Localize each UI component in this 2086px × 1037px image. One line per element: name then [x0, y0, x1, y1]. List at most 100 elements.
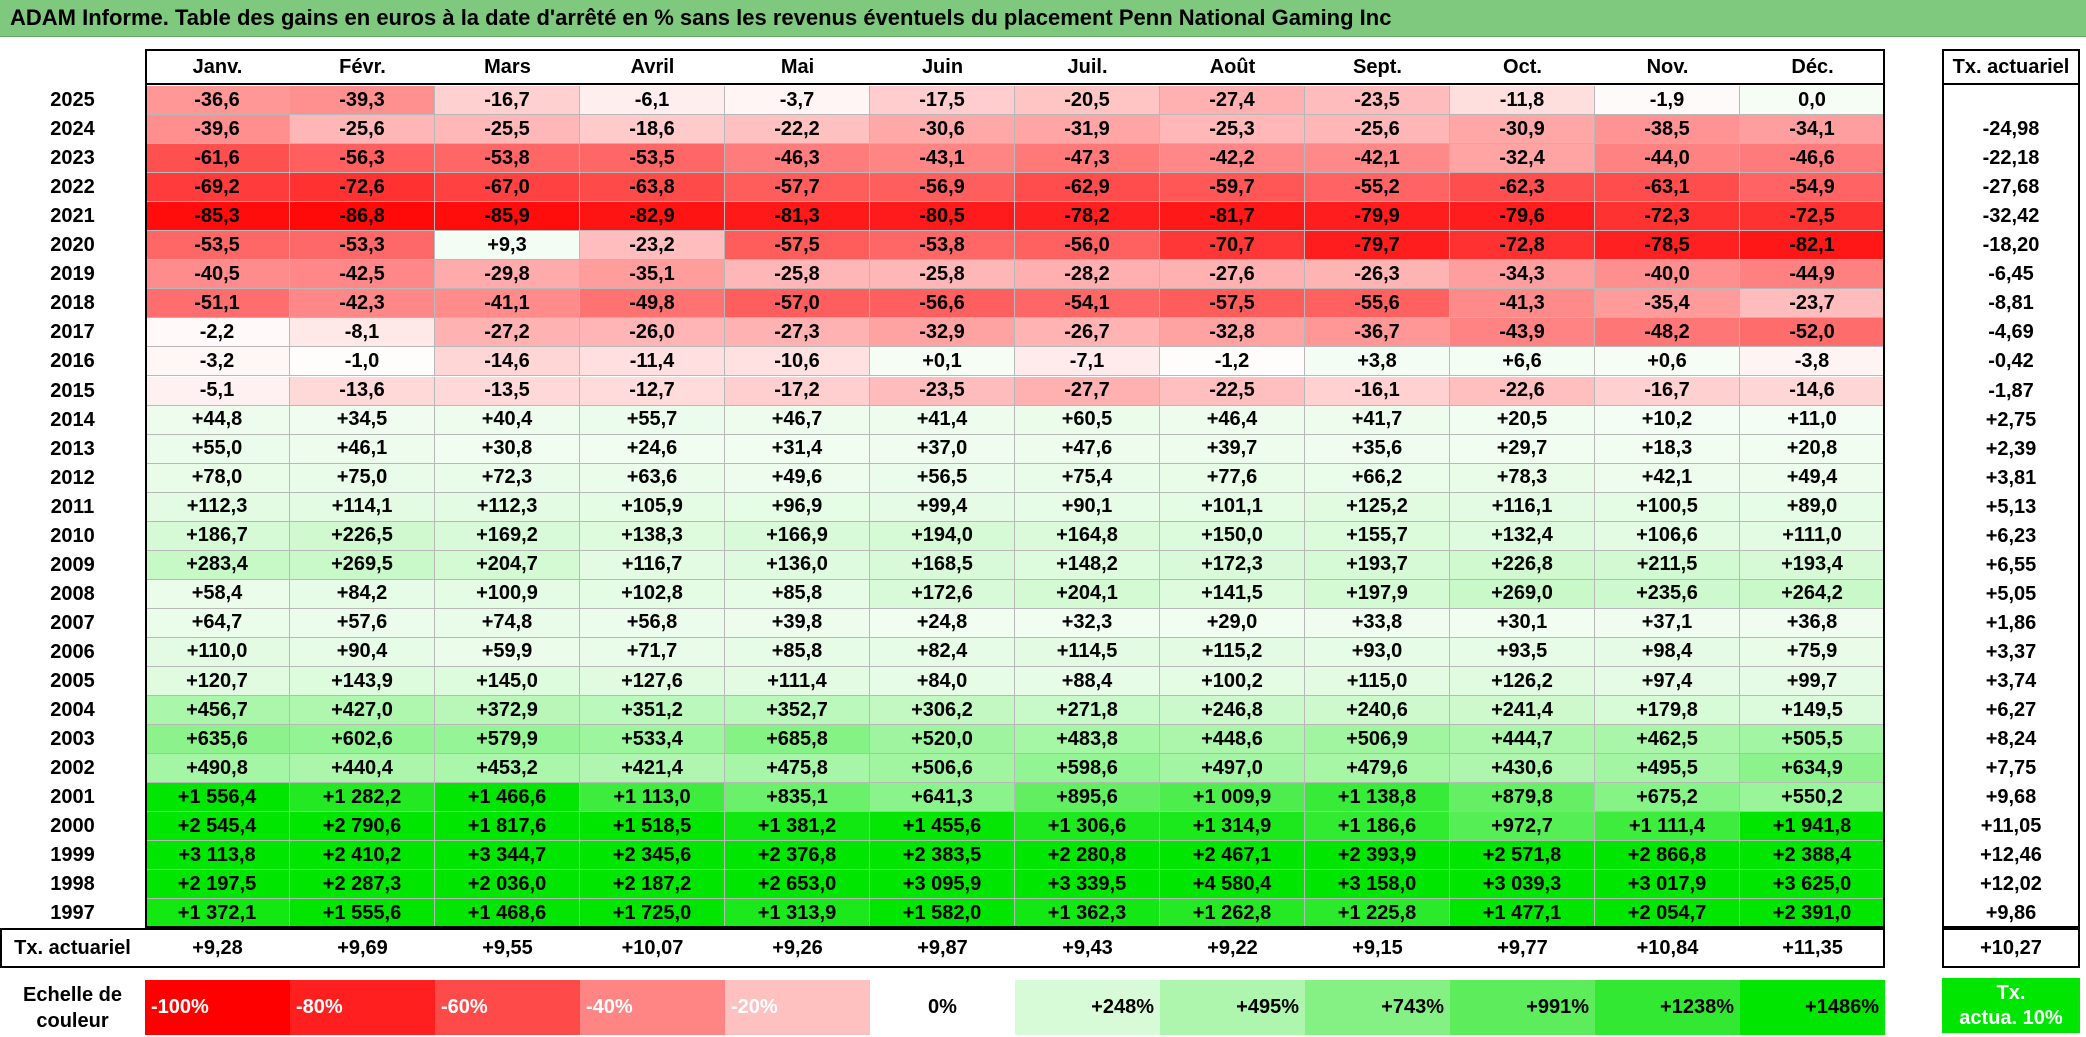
table-cell: +1 313,9: [725, 899, 870, 929]
footer-cell: +9,77: [1450, 928, 1595, 969]
table-cell: -56,9: [870, 173, 1015, 203]
table-cell: +111,0: [1740, 521, 1885, 551]
rate-cell: -18,20: [1982, 234, 2040, 257]
rate-cell: -24,98: [1982, 118, 2040, 141]
table-cell: +90,4: [290, 637, 435, 667]
table-cell: -10,6: [725, 347, 870, 377]
table-cell: +1 582,0: [870, 899, 1015, 929]
year-label: 2016: [50, 350, 95, 373]
table-cell: +1 725,0: [580, 899, 725, 929]
table-cell: +2 653,0: [725, 870, 870, 900]
table-cell: -53,3: [290, 231, 435, 261]
table-cell: +0,1: [870, 347, 1015, 377]
table-cell: +85,8: [725, 579, 870, 609]
table-cell: +479,6: [1305, 754, 1450, 784]
table-cell: +2 345,6: [580, 841, 725, 871]
table-cell: +241,4: [1450, 696, 1595, 726]
rate-cell: +2,75: [1985, 408, 2037, 431]
rate-cell: +6,27: [1985, 699, 2037, 722]
table-cell: -62,9: [1015, 173, 1160, 203]
month-header: Févr.: [290, 49, 435, 85]
table-cell: -80,5: [870, 202, 1015, 232]
table-cell: +126,2: [1450, 667, 1595, 697]
table-cell: +506,9: [1305, 725, 1450, 755]
table-cell: -22,2: [725, 115, 870, 145]
table-cell: +3 113,8: [145, 841, 290, 871]
table-cell: -42,5: [290, 260, 435, 290]
table-cell: -40,5: [145, 260, 290, 290]
rate-cell: +9,86: [1985, 902, 2037, 925]
legend-swatch: -40%: [580, 980, 725, 1035]
table-cell: +475,8: [725, 754, 870, 784]
table-cell: +505,5: [1740, 725, 1885, 755]
table-cell: +120,7: [145, 667, 290, 697]
table-cell: +29,7: [1450, 434, 1595, 464]
table-cell: +2 287,3: [290, 870, 435, 900]
table-cell: +169,2: [435, 521, 580, 551]
table-cell: +204,1: [1015, 579, 1160, 609]
table-cell: +114,1: [290, 492, 435, 522]
table-cell: +84,0: [870, 667, 1015, 697]
table-cell: -3,8: [1740, 347, 1885, 377]
table-cell: +143,9: [290, 667, 435, 697]
table-cell: +495,5: [1595, 754, 1740, 784]
table-cell: +40,4: [435, 405, 580, 435]
table-cell: +41,4: [870, 405, 1015, 435]
table-cell: -53,8: [870, 231, 1015, 261]
table-cell: +78,0: [145, 463, 290, 493]
table-cell: -44,0: [1595, 144, 1740, 174]
table-cell: +269,5: [290, 550, 435, 580]
year-label: 2017: [50, 321, 95, 344]
table-cell: +44,8: [145, 405, 290, 435]
table-cell: -61,6: [145, 144, 290, 174]
table-cell: -2,2: [145, 318, 290, 348]
table-cell: -32,8: [1160, 318, 1305, 348]
table-cell: +58,4: [145, 579, 290, 609]
table-cell: -85,9: [435, 202, 580, 232]
table-cell: +1 314,9: [1160, 812, 1305, 842]
table-cell: +24,6: [580, 434, 725, 464]
table-cell: +114,5: [1015, 637, 1160, 667]
table-cell: +46,7: [725, 405, 870, 435]
year-label: 2023: [50, 147, 95, 170]
table-cell: -82,9: [580, 202, 725, 232]
table-cell: -22,5: [1160, 376, 1305, 406]
rate-cell: +9,68: [1985, 786, 2037, 809]
table-cell: +2 197,5: [145, 870, 290, 900]
table-cell: +63,6: [580, 463, 725, 493]
month-header: Sept.: [1305, 49, 1450, 85]
table-cell: +497,0: [1160, 754, 1305, 784]
table-cell: +116,1: [1450, 492, 1595, 522]
table-cell: +9,3: [435, 231, 580, 261]
rate-cell: +8,24: [1985, 728, 2037, 751]
table-cell: -32,9: [870, 318, 1015, 348]
table-cell: +194,0: [870, 521, 1015, 551]
rate-cell: +6,55: [1985, 553, 2037, 576]
table-cell: +47,6: [1015, 434, 1160, 464]
table-cell: +74,8: [435, 608, 580, 638]
table-cell: +89,0: [1740, 492, 1885, 522]
table-cell: -16,1: [1305, 376, 1450, 406]
table-cell: +2 393,9: [1305, 841, 1450, 871]
table-cell: +453,2: [435, 754, 580, 784]
rate-cell: +11,05: [1980, 815, 2042, 838]
table-cell: +29,0: [1160, 608, 1305, 638]
table-cell: -81,3: [725, 202, 870, 232]
table-cell: -62,3: [1450, 173, 1595, 203]
rate-cell: +5,05: [1985, 582, 2037, 605]
table-cell: -67,0: [435, 173, 580, 203]
table-cell: +138,3: [580, 521, 725, 551]
rate-header: Tx. actuariel: [1942, 49, 2080, 85]
table-cell: +39,8: [725, 608, 870, 638]
table-cell: -11,4: [580, 347, 725, 377]
table-cell: -25,6: [290, 115, 435, 145]
table-cell: +64,7: [145, 608, 290, 638]
table-cell: +46,1: [290, 434, 435, 464]
legend-rate-line1: Tx.: [1996, 981, 2026, 1004]
table-cell: +462,5: [1595, 725, 1740, 755]
table-cell: +598,6: [1015, 754, 1160, 784]
table-cell: +1 466,6: [435, 783, 580, 813]
table-cell: -63,1: [1595, 173, 1740, 203]
table-cell: -23,5: [1305, 86, 1450, 116]
table-cell: -41,3: [1450, 289, 1595, 319]
